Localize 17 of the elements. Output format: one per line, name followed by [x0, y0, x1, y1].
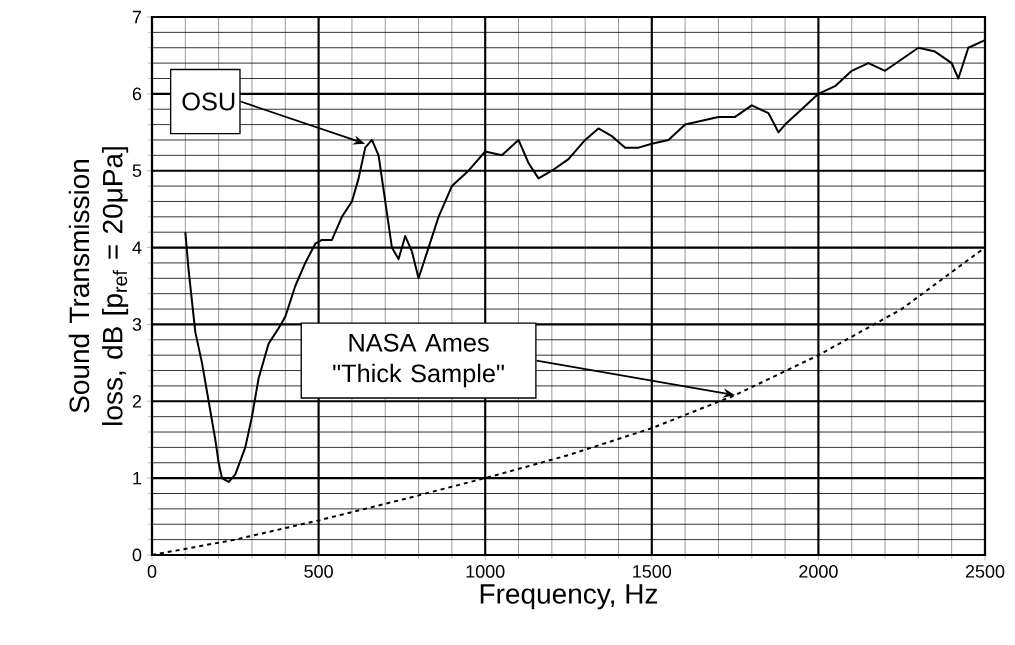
y-tick-label: 1: [133, 471, 142, 485]
y-tick-label: 2: [132, 394, 142, 408]
x-tick-label: 500: [304, 565, 333, 578]
y-tick-label: 7: [132, 10, 142, 24]
y-tick-label: 0: [132, 548, 142, 562]
y-tick-label: 5: [132, 164, 142, 177]
y-tick-label: 3: [132, 318, 142, 331]
x-tick-label: 2500: [965, 565, 1005, 578]
y-tick-label: 6: [132, 87, 142, 101]
annotation: NASA Ames "Thick Sample": [333, 333, 504, 388]
x-tick-label: 1500: [633, 565, 672, 578]
x-axis-title: Frequency, Hz: [480, 584, 658, 610]
x-tick-label: 2000: [799, 565, 838, 578]
annotation: OSU: [182, 92, 235, 111]
x-tick-label: 0: [147, 565, 157, 578]
y-tick-label: 4: [132, 241, 142, 254]
x-tick-label: 1000: [466, 565, 505, 578]
